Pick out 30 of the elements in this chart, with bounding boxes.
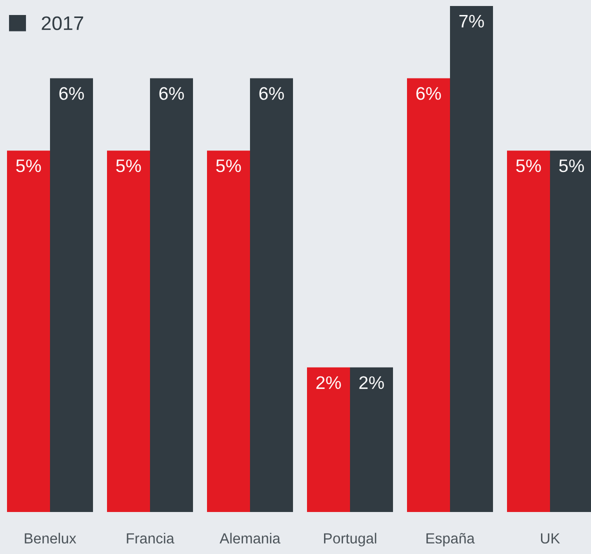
data-label: 7% [459,14,484,28]
data-label: 5% [16,159,41,172]
data-label: 6% [159,87,184,100]
bar [307,367,350,512]
data-label: 2% [316,376,341,389]
data-label: 6% [416,87,441,100]
x-tick-label: España [426,532,475,546]
bar [107,150,150,512]
data-label: 5% [216,159,241,172]
bar [7,150,50,512]
data-label: 5% [116,159,141,172]
x-tick-label: Francia [126,532,174,544]
bar [250,78,293,512]
data-label: 6% [59,87,84,100]
bar [207,150,250,512]
data-label: 6% [259,87,284,100]
bar [350,367,393,512]
x-tick-label: Benelux [24,532,76,544]
x-tick-label: UK [540,533,560,544]
data-label: 2% [359,376,384,389]
x-tick-label: Alemania [220,532,280,544]
data-label: 5% [516,159,541,172]
bar [50,78,93,512]
data-label: 5% [559,159,584,172]
bar [407,78,450,512]
legend-label: 2017 [42,16,84,30]
bar [507,150,550,512]
bar [150,78,193,512]
x-tick-label: Portugal [324,532,376,546]
bar [450,6,493,512]
